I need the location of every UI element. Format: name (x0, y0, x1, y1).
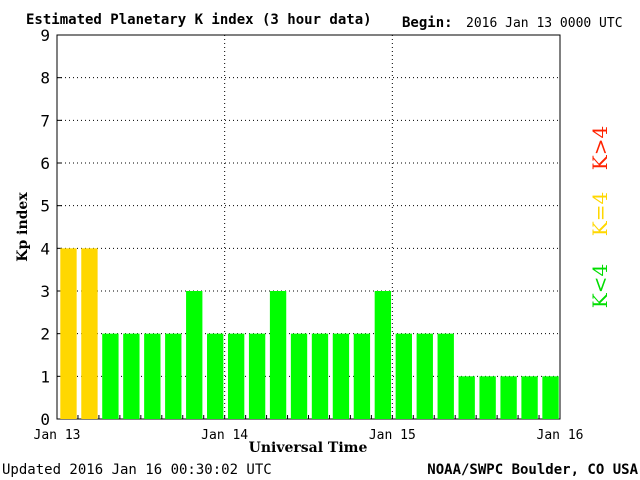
kp-bar (102, 333, 119, 419)
kp-bar (458, 376, 475, 419)
kp-bar (311, 333, 329, 419)
kp-bar (542, 376, 559, 419)
data-source: NOAA/SWPC Boulder, CO USA (427, 462, 638, 478)
kp-bar (479, 376, 496, 419)
y-tick-label: 0 (40, 410, 50, 429)
kp-bar (81, 248, 98, 419)
y-tick-label: 6 (40, 154, 50, 173)
kp-bar (248, 333, 266, 419)
kp-bar (290, 333, 308, 419)
bars (60, 248, 559, 419)
y-tick-label: 2 (40, 325, 50, 344)
legend-k-equal-4: K=4 (588, 192, 612, 236)
kp-bar (227, 333, 245, 419)
updated-timestamp: Updated 2016 Jan 16 00:30:02 UTC (2, 462, 272, 478)
kp-bar (374, 291, 392, 419)
chart-title: Estimated Planetary K index (3 hour data… (26, 12, 372, 28)
y-tick-label: 5 (40, 197, 50, 216)
legend-k-above-4: K>4 (588, 126, 612, 170)
y-tick-label: 9 (40, 26, 50, 45)
kp-bar (395, 333, 412, 419)
x-tick-label: Jan 15 (369, 428, 416, 443)
kp-bar (186, 291, 203, 419)
y-tick-label: 7 (40, 111, 50, 130)
kp-bar (60, 248, 77, 419)
kp-bar (269, 291, 287, 419)
y-tick-label: 4 (40, 239, 50, 258)
begin-label: Begin: (402, 15, 453, 31)
x-tick-label: Jan 13 (34, 428, 81, 443)
kp-bar (165, 333, 182, 419)
kp-bar (207, 333, 224, 419)
kp-bar (500, 376, 517, 419)
kp-bar (144, 333, 161, 419)
begin-value: 2016 Jan 13 0000 UTC (466, 16, 623, 31)
kp-bar (416, 333, 433, 419)
y-axis-label: Kp index (15, 192, 31, 262)
y-tick-label: 8 (40, 69, 50, 88)
kp-bar (332, 333, 350, 419)
x-tick-label: Jan 14 (201, 428, 248, 443)
y-tick-labels: 0 1 2 3 4 5 6 7 8 9 (40, 26, 50, 429)
kp-bar (353, 333, 371, 419)
kp-bar (437, 333, 454, 419)
kp-bar (521, 376, 538, 419)
y-tick-label: 3 (40, 282, 50, 301)
x-tick-labels: Jan 13 Jan 14 Jan 15 Jan 16 (34, 428, 584, 443)
x-axis-label: Universal Time (249, 440, 368, 456)
kp-bar (123, 333, 140, 419)
y-tick-label: 1 (40, 367, 50, 386)
legend-k-below-4: K<4 (588, 264, 612, 308)
x-tick-label: Jan 16 (537, 428, 584, 443)
